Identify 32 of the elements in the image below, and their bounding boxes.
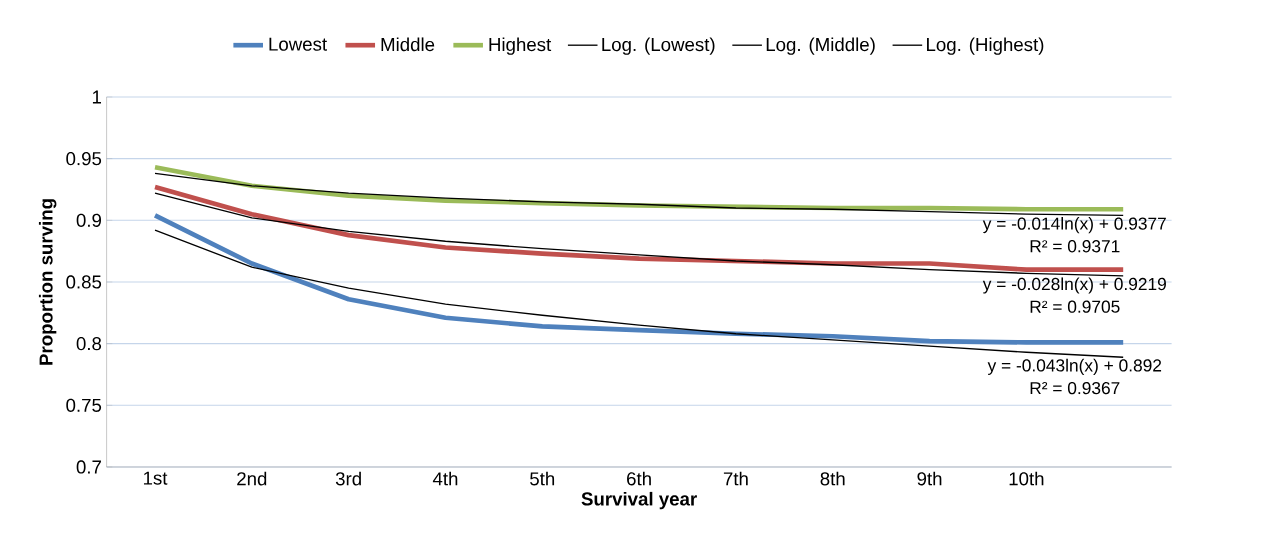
y-tick-label: 0.8 [76, 337, 102, 351]
annotation: R² = 0.9367 [1030, 381, 1120, 395]
y-axis-title: Proportion surving [38, 199, 57, 365]
x-tick-label: 10th [1009, 471, 1044, 486]
x-tick-label: 1st [143, 471, 168, 485]
y-tick-label: 0.85 [66, 275, 102, 289]
x-tick-label: 8th [820, 471, 845, 486]
y-tick-label: 0.7 [76, 460, 101, 474]
x-tick-label: 2nd [237, 471, 267, 486]
x-axis-title: Survival year [581, 491, 697, 510]
annotation: y = -0.014ln(x) + 0.9377 [982, 216, 1166, 234]
y-tick-label: 0.75 [66, 398, 102, 412]
x-tick-label: 4th [432, 471, 458, 486]
line-series [154, 172, 1124, 217]
legend-label: Lowest [269, 37, 327, 51]
legend-label: Log. (Highest) [927, 37, 1044, 55]
annotation: y = -0.028ln(x) + 0.9219 [982, 277, 1166, 294]
x-tick-label: 7th [723, 471, 748, 486]
annotation: y = -0.043ln(x) + 0.892 [987, 358, 1162, 375]
y-tick-label: 0.95 [66, 152, 102, 166]
x-tick-label: 9th [917, 471, 942, 486]
annotation: R² = 0.9705 [1030, 300, 1120, 313]
x-tick-label: 3rd [335, 471, 361, 486]
legend-label: Log. (Middle) [766, 37, 875, 55]
legend-label: Middle [381, 37, 435, 52]
legend-label: Highest [489, 37, 552, 55]
x-tick-label: 6th [627, 471, 651, 486]
y-tick-label: 0.9 [76, 213, 102, 227]
legend-label: Log. (Lowest) [602, 37, 715, 55]
annotation: R² = 0.9371 [1030, 240, 1120, 253]
x-tick-label: 5th [530, 471, 555, 486]
y-tick-label: 1 [92, 90, 101, 104]
